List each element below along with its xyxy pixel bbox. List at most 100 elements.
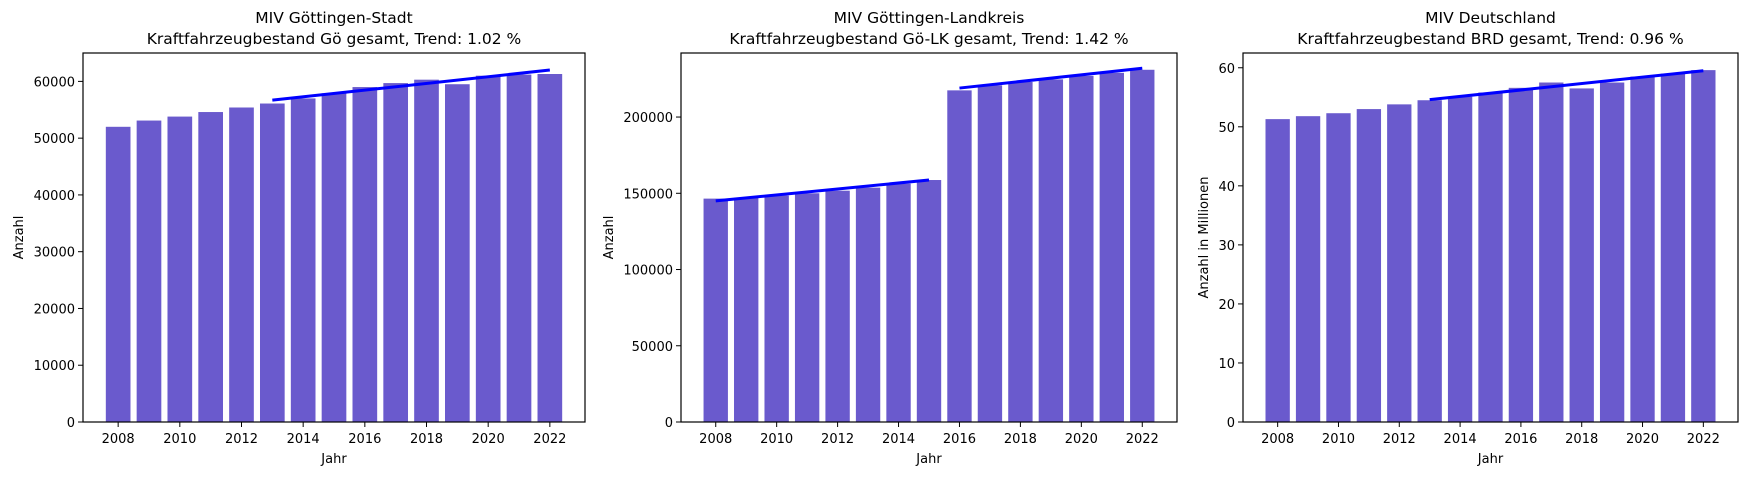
bar-2013 — [259, 103, 285, 423]
bar-2020 — [475, 75, 501, 422]
y-tick-label: 0 — [665, 416, 673, 431]
chart-subtitle: Kraftfahrzeugbestand BRD gesamt, Trend: … — [1297, 30, 1683, 48]
bar-2016 — [352, 87, 378, 423]
bar-2012 — [825, 190, 850, 422]
y-axis-label: Anzahl — [602, 216, 617, 260]
x-tick-label: 2016 — [1504, 432, 1537, 447]
x-tick-label: 2014 — [882, 432, 915, 447]
bar-2015 — [1478, 92, 1503, 423]
chart-title: MIV Göttingen-Stadt — [255, 9, 412, 27]
y-tick-label: 30 — [1218, 239, 1235, 254]
bar-2017 — [977, 85, 1003, 422]
bar-2015 — [321, 93, 347, 422]
bar-2018 — [1569, 88, 1594, 422]
y-tick-label: 40000 — [34, 189, 75, 204]
bar-2020 — [1630, 76, 1655, 422]
chart-1: 0 10000 20000 30000 40000 50000 60000 2008 2010 2… — [12, 9, 586, 467]
y-axis-label: Anzahl — [12, 216, 27, 260]
y-tick-label: 60000 — [34, 75, 75, 90]
bar-2019 — [1599, 82, 1625, 423]
x-tick-label: 2014 — [1444, 432, 1477, 447]
bar-2012 — [229, 107, 254, 422]
chart-title: MIV Deutschland — [1425, 9, 1556, 27]
bar-2018 — [414, 79, 439, 422]
y-tick-label: 50000 — [34, 132, 75, 147]
y-tick-label: 50 — [1218, 121, 1235, 136]
bar-2012 — [1387, 104, 1412, 422]
chart-subtitle: Kraftfahrzeugbestand Gö gesamt, Trend: 1… — [147, 30, 522, 48]
x-tick-label: 2014 — [287, 432, 320, 447]
x-tick-label: 2018 — [1565, 432, 1598, 447]
y-tick-label: 150000 — [623, 187, 673, 202]
chart-subtitle: Kraftfahrzeugbestand Gö-LK gesamt, Trend… — [729, 30, 1128, 48]
trend-line-1 — [715, 178, 930, 203]
x-tick-label: 2016 — [943, 432, 976, 447]
y-tick-label: 20 — [1218, 298, 1235, 313]
y-tick-label: 10 — [1218, 357, 1235, 372]
trend-line-2 — [959, 66, 1143, 90]
x-axis-label: Jahr — [915, 452, 942, 467]
chart-2: 0 50000 100000 150000 200000 2008 2010 2012 2014… — [602, 9, 1178, 467]
x-tick-label: 2010 — [760, 432, 793, 447]
x-tick-label: 2018 — [1004, 432, 1037, 447]
bar-2014 — [290, 98, 316, 423]
x-tick-label: 2018 — [410, 432, 443, 447]
bar-2017 — [383, 83, 409, 422]
y-tick-label: 60 — [1218, 62, 1235, 77]
bar-2017 — [1539, 82, 1564, 423]
x-tick-label: 2008 — [102, 432, 135, 447]
x-tick-label: 2022 — [1687, 432, 1720, 447]
y-tick-label: 10000 — [34, 359, 75, 374]
bar-2021 — [1099, 72, 1124, 422]
y-tick-label: 40 — [1218, 180, 1235, 195]
x-tick-label: 2016 — [348, 432, 381, 447]
x-tick-label: 2022 — [1126, 432, 1159, 447]
bar-2019 — [1038, 79, 1064, 422]
bar-2009 — [136, 120, 162, 422]
x-tick-label: 2010 — [163, 432, 196, 447]
bar-2011 — [794, 193, 820, 422]
bar-2010 — [1326, 113, 1351, 423]
x-axis-label: Jahr — [1477, 452, 1504, 467]
x-tick-label: 2020 — [1626, 432, 1659, 447]
y-tick-label: 50000 — [632, 340, 673, 355]
bar-2009 — [1295, 116, 1321, 423]
x-tick-label: 2008 — [699, 432, 732, 447]
x-tick-label: 2020 — [1065, 432, 1098, 447]
x-tick-label: 2012 — [821, 432, 854, 447]
bar-2021 — [1660, 73, 1686, 422]
bar-2010 — [764, 195, 789, 422]
bar-2021 — [506, 74, 532, 422]
axes-frame — [680, 52, 1178, 423]
bar-2018 — [1008, 81, 1033, 423]
chart-title: MIV Göttingen-Landkreis — [834, 9, 1025, 27]
x-tick-label: 2008 — [1261, 432, 1294, 447]
bar-2008 — [1265, 119, 1290, 422]
bar-2015 — [916, 180, 942, 422]
bar-2008 — [703, 198, 728, 422]
axes-frame — [82, 52, 586, 423]
bar-2016 — [1508, 87, 1534, 422]
y-tick-label: 0 — [1227, 416, 1235, 431]
bar-2014 — [1447, 96, 1473, 422]
x-tick-label: 2012 — [1383, 432, 1416, 447]
y-tick-label: 100000 — [623, 264, 673, 279]
y-axis-label: Anzahl in Millionen — [1197, 177, 1212, 299]
chart-3: 0 10 20 30 40 50 60 2008 2010 2012 2014 2016 2018 202… — [1197, 9, 1739, 467]
y-tick-label: 20000 — [34, 302, 75, 317]
bar-2013 — [855, 187, 881, 422]
bar-2009 — [734, 197, 759, 422]
x-tick-label: 2020 — [472, 432, 505, 447]
x-tick-label: 2010 — [1322, 432, 1355, 447]
bar-2020 — [1069, 75, 1094, 423]
bar-2014 — [886, 183, 911, 422]
trend-line-1 — [272, 68, 551, 102]
x-tick-label: 2022 — [533, 432, 566, 447]
y-tick-label: 30000 — [34, 246, 75, 261]
bar-2022 — [1691, 70, 1716, 423]
bar-2022 — [1130, 69, 1155, 422]
trend-line-1 — [1429, 69, 1704, 102]
bar-2008 — [105, 126, 131, 423]
x-tick-label: 2012 — [225, 432, 258, 447]
